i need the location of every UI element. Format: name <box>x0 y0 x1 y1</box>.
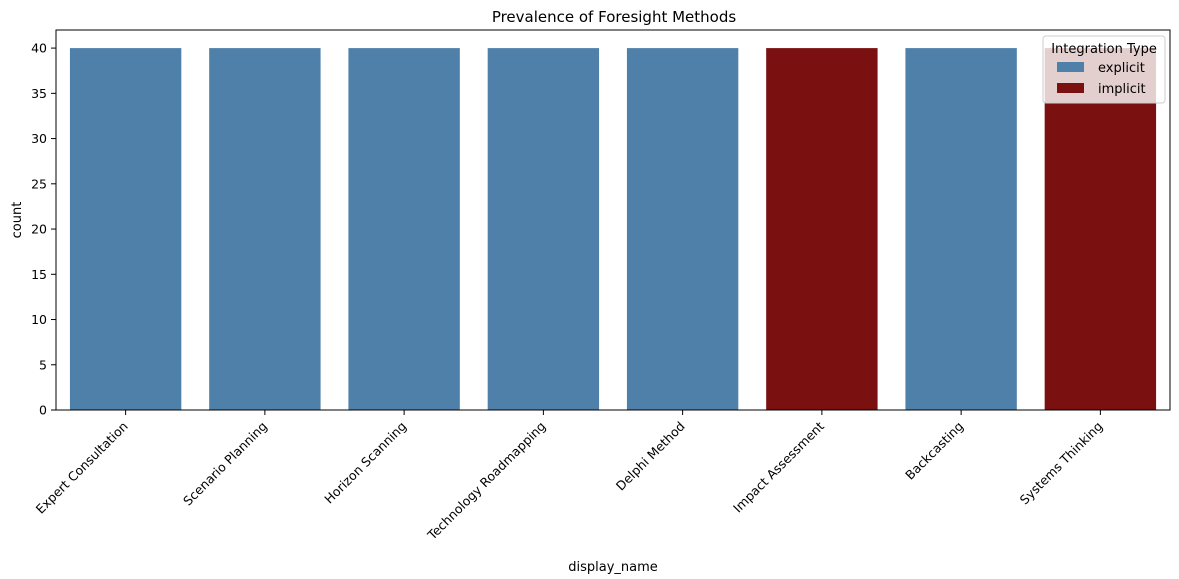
y-tick-label-35: 35 <box>31 86 47 101</box>
y-tick-label-10: 10 <box>31 312 47 327</box>
y-tick-label-15: 15 <box>31 267 47 282</box>
bar-horizon-scanning <box>348 48 460 410</box>
chart-title: Prevalence of Foresight Methods <box>492 8 737 26</box>
legend-entries: explicit implicit <box>1057 61 1146 97</box>
bar-technology-roadmapping <box>487 48 600 410</box>
legend: Integration Type explicit implicit <box>1042 35 1166 104</box>
x-tick-label: Impact Assessment <box>730 418 827 515</box>
bars-group <box>69 48 1157 410</box>
y-tick-label-25: 25 <box>31 176 47 191</box>
y-tick-label-20: 20 <box>31 222 47 237</box>
plot-frame <box>55 29 1171 411</box>
legend-label-explicit: explicit <box>1098 61 1145 76</box>
x-tick-label: Expert Consultation <box>33 419 131 517</box>
x-axis: Expert Consultation Scenario Planning Hori… <box>33 410 1106 544</box>
x-tick-label: Horizon Scanning <box>321 419 409 507</box>
bar-scenario-planning <box>209 48 321 410</box>
x-axis-label: display_name <box>568 560 658 575</box>
y-tick-label-5: 5 <box>39 357 47 372</box>
legend-swatch-implicit <box>1057 83 1084 93</box>
bar-delphi-method <box>626 48 739 410</box>
legend-swatch-explicit <box>1057 62 1084 72</box>
y-axis: 0 5 10 15 20 25 30 35 40 <box>31 41 56 418</box>
y-axis-label: count <box>10 202 25 239</box>
x-tick-label: Backcasting <box>902 419 966 483</box>
x-tick-label: Scenario Planning <box>180 419 270 509</box>
x-tick-label: Technology Roadmapping <box>424 419 549 544</box>
y-tick-label-30: 30 <box>31 131 47 146</box>
bar-backcasting <box>905 48 1017 410</box>
y-tick-label-40: 40 <box>31 41 47 56</box>
legend-title: Integration Type <box>1051 42 1157 57</box>
legend-label-implicit: implicit <box>1098 82 1146 97</box>
x-tick-label: Systems Thinking <box>1017 419 1106 508</box>
y-tick-label-0: 0 <box>39 403 47 418</box>
bar-systems-thinking <box>1044 48 1157 410</box>
bar-expert-consultation <box>69 48 182 410</box>
x-tick-label: Delphi Method <box>613 419 688 494</box>
bar-impact-assessment <box>766 48 878 410</box>
